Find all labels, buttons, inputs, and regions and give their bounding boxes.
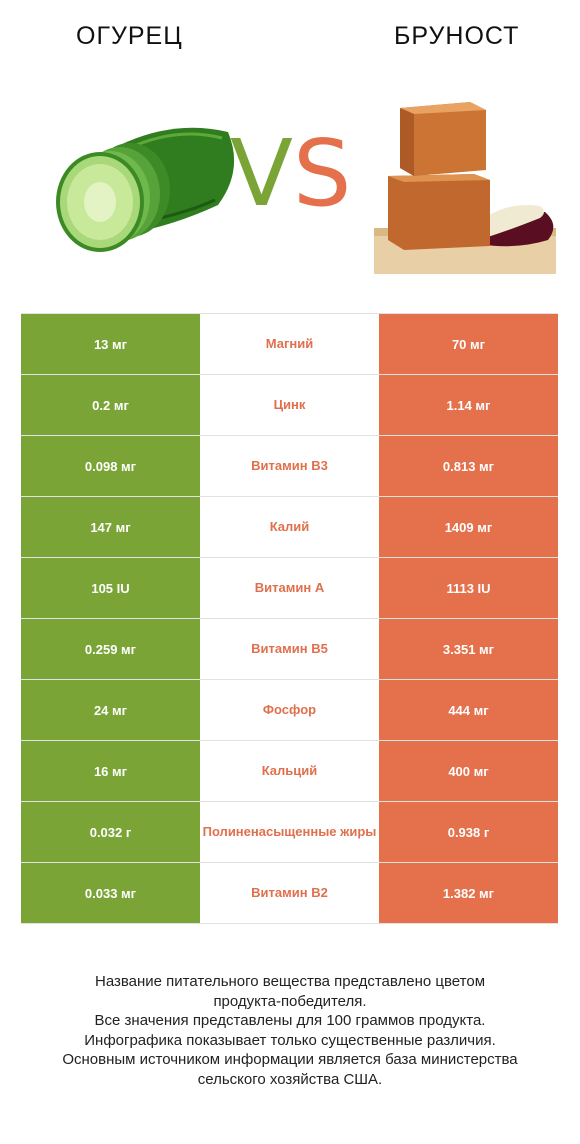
nutrient-name: Витамин B2	[200, 863, 379, 923]
footer-line: Все значения представлены для 100 граммо…	[94, 1012, 486, 1029]
footer-line: сельского хозяйства США.	[197, 1070, 383, 1088]
comparison-table: 13 мг Магний 70 мг 0.2 мг Цинк 1.14 мг 0…	[21, 313, 558, 924]
right-value: 3.351 мг	[379, 619, 558, 679]
table-row: 24 мг Фосфор 444 мг	[21, 680, 558, 741]
left-value: 13 мг	[21, 314, 200, 374]
table-row: 13 мг Магний 70 мг	[21, 314, 558, 375]
nutrient-name: Цинк	[200, 375, 379, 435]
footer-line: продукта-победителя.	[213, 992, 367, 1010]
vs-v-letter: V	[230, 120, 293, 227]
table-row: 0.259 мг Витамин B5 3.351 мг	[21, 619, 558, 680]
left-value: 16 мг	[21, 741, 200, 801]
left-value: 0.032 г	[21, 802, 200, 862]
table-row: 0.033 мг Витамин B2 1.382 мг	[21, 863, 558, 924]
left-product-title: ОГУРЕЦ	[76, 22, 183, 50]
right-value: 70 мг	[379, 314, 558, 374]
right-value: 1409 мг	[379, 497, 558, 557]
right-value: 1.382 мг	[379, 863, 558, 923]
table-row: 0.098 мг Витамин B3 0.813 мг	[21, 436, 558, 497]
nutrient-name: Витамин B3	[200, 436, 379, 496]
nutrient-name: Витамин A	[200, 558, 379, 618]
left-value: 0.033 мг	[21, 863, 200, 923]
nutrient-name: Калий	[200, 497, 379, 557]
nutrient-name: Магний	[200, 314, 379, 374]
table-row: 105 IU Витамин A 1113 IU	[21, 558, 558, 619]
brunost-image	[374, 102, 556, 274]
right-value: 0.938 г	[379, 802, 558, 862]
right-value: 400 мг	[379, 741, 558, 801]
right-value: 1.14 мг	[379, 375, 558, 435]
nutrient-name: Витамин B5	[200, 619, 379, 679]
table-row: 147 мг Калий 1409 мг	[21, 497, 558, 558]
table-row: 0.2 мг Цинк 1.14 мг	[21, 375, 558, 436]
right-value: 1113 IU	[379, 558, 558, 618]
left-value: 0.2 мг	[21, 375, 200, 435]
right-value: 0.813 мг	[379, 436, 558, 496]
footer-line: Инфографика показывает только существенн…	[84, 1031, 496, 1049]
vs-label: VS	[230, 128, 351, 220]
left-value: 0.259 мг	[21, 619, 200, 679]
footer-notes: Название питательного вещества представл…	[20, 972, 560, 1089]
nutrient-name: Фосфор	[200, 680, 379, 740]
left-value: 147 мг	[21, 497, 200, 557]
footer-line: Основным источником информации является …	[62, 1051, 518, 1068]
left-value: 24 мг	[21, 680, 200, 740]
footer-line: Название питательного вещества представл…	[94, 973, 486, 990]
nutrient-name: Полиненасыщенные жиры	[200, 802, 379, 862]
right-value: 444 мг	[379, 680, 558, 740]
left-value: 0.098 мг	[21, 436, 200, 496]
left-value: 105 IU	[21, 558, 200, 618]
table-row: 16 мг Кальций 400 мг	[21, 741, 558, 802]
cucumber-image	[56, 127, 235, 252]
vs-s-letter: S	[292, 120, 352, 227]
hero-illustration	[56, 102, 556, 274]
nutrient-name: Кальций	[200, 741, 379, 801]
table-row: 0.032 г Полиненасыщенные жиры 0.938 г	[21, 802, 558, 863]
right-product-title: БРУНОСТ	[394, 22, 520, 50]
